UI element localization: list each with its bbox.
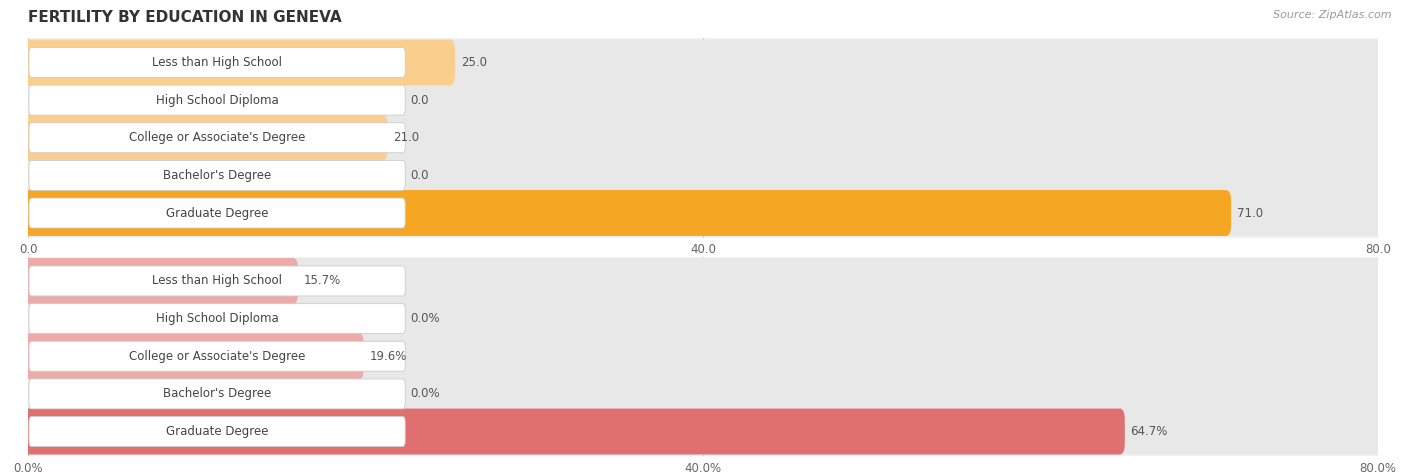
Text: 25.0: 25.0 (461, 56, 486, 69)
FancyBboxPatch shape (30, 198, 405, 228)
FancyBboxPatch shape (30, 48, 405, 77)
Text: 19.6%: 19.6% (370, 350, 406, 363)
FancyBboxPatch shape (22, 333, 364, 379)
FancyBboxPatch shape (22, 258, 298, 304)
Text: 71.0: 71.0 (1237, 207, 1263, 219)
Text: Bachelor's Degree: Bachelor's Degree (163, 388, 271, 400)
Text: 0.0%: 0.0% (411, 312, 440, 325)
Text: High School Diploma: High School Diploma (156, 94, 278, 106)
FancyBboxPatch shape (30, 85, 405, 115)
Text: Source: ZipAtlas.com: Source: ZipAtlas.com (1274, 10, 1392, 19)
Text: College or Associate's Degree: College or Associate's Degree (129, 131, 305, 144)
FancyBboxPatch shape (22, 408, 1384, 455)
Text: FERTILITY BY EDUCATION IN GENEVA: FERTILITY BY EDUCATION IN GENEVA (28, 10, 342, 25)
FancyBboxPatch shape (22, 115, 1384, 161)
FancyBboxPatch shape (30, 123, 405, 153)
FancyBboxPatch shape (22, 408, 1125, 455)
FancyBboxPatch shape (22, 295, 1384, 342)
Text: Graduate Degree: Graduate Degree (166, 207, 269, 219)
FancyBboxPatch shape (30, 304, 405, 333)
FancyBboxPatch shape (22, 190, 1232, 236)
FancyBboxPatch shape (22, 371, 1384, 417)
FancyBboxPatch shape (22, 190, 1384, 236)
Text: College or Associate's Degree: College or Associate's Degree (129, 350, 305, 363)
FancyBboxPatch shape (30, 266, 405, 296)
FancyBboxPatch shape (22, 39, 456, 86)
Text: 0.0: 0.0 (411, 169, 429, 182)
Text: 15.7%: 15.7% (304, 275, 342, 287)
FancyBboxPatch shape (30, 417, 405, 446)
Text: Bachelor's Degree: Bachelor's Degree (163, 169, 271, 182)
Text: Less than High School: Less than High School (152, 56, 283, 69)
FancyBboxPatch shape (30, 341, 405, 371)
FancyBboxPatch shape (30, 161, 405, 190)
Text: Less than High School: Less than High School (152, 275, 283, 287)
Text: 0.0%: 0.0% (411, 388, 440, 400)
FancyBboxPatch shape (22, 258, 1384, 304)
Text: 0.0: 0.0 (411, 94, 429, 106)
Text: 64.7%: 64.7% (1130, 425, 1168, 438)
FancyBboxPatch shape (22, 152, 1384, 199)
Text: Graduate Degree: Graduate Degree (166, 425, 269, 438)
FancyBboxPatch shape (22, 115, 388, 161)
FancyBboxPatch shape (22, 77, 1384, 123)
FancyBboxPatch shape (22, 333, 1384, 379)
Text: 21.0: 21.0 (394, 131, 419, 144)
Text: High School Diploma: High School Diploma (156, 312, 278, 325)
FancyBboxPatch shape (30, 379, 405, 409)
FancyBboxPatch shape (22, 39, 1384, 86)
